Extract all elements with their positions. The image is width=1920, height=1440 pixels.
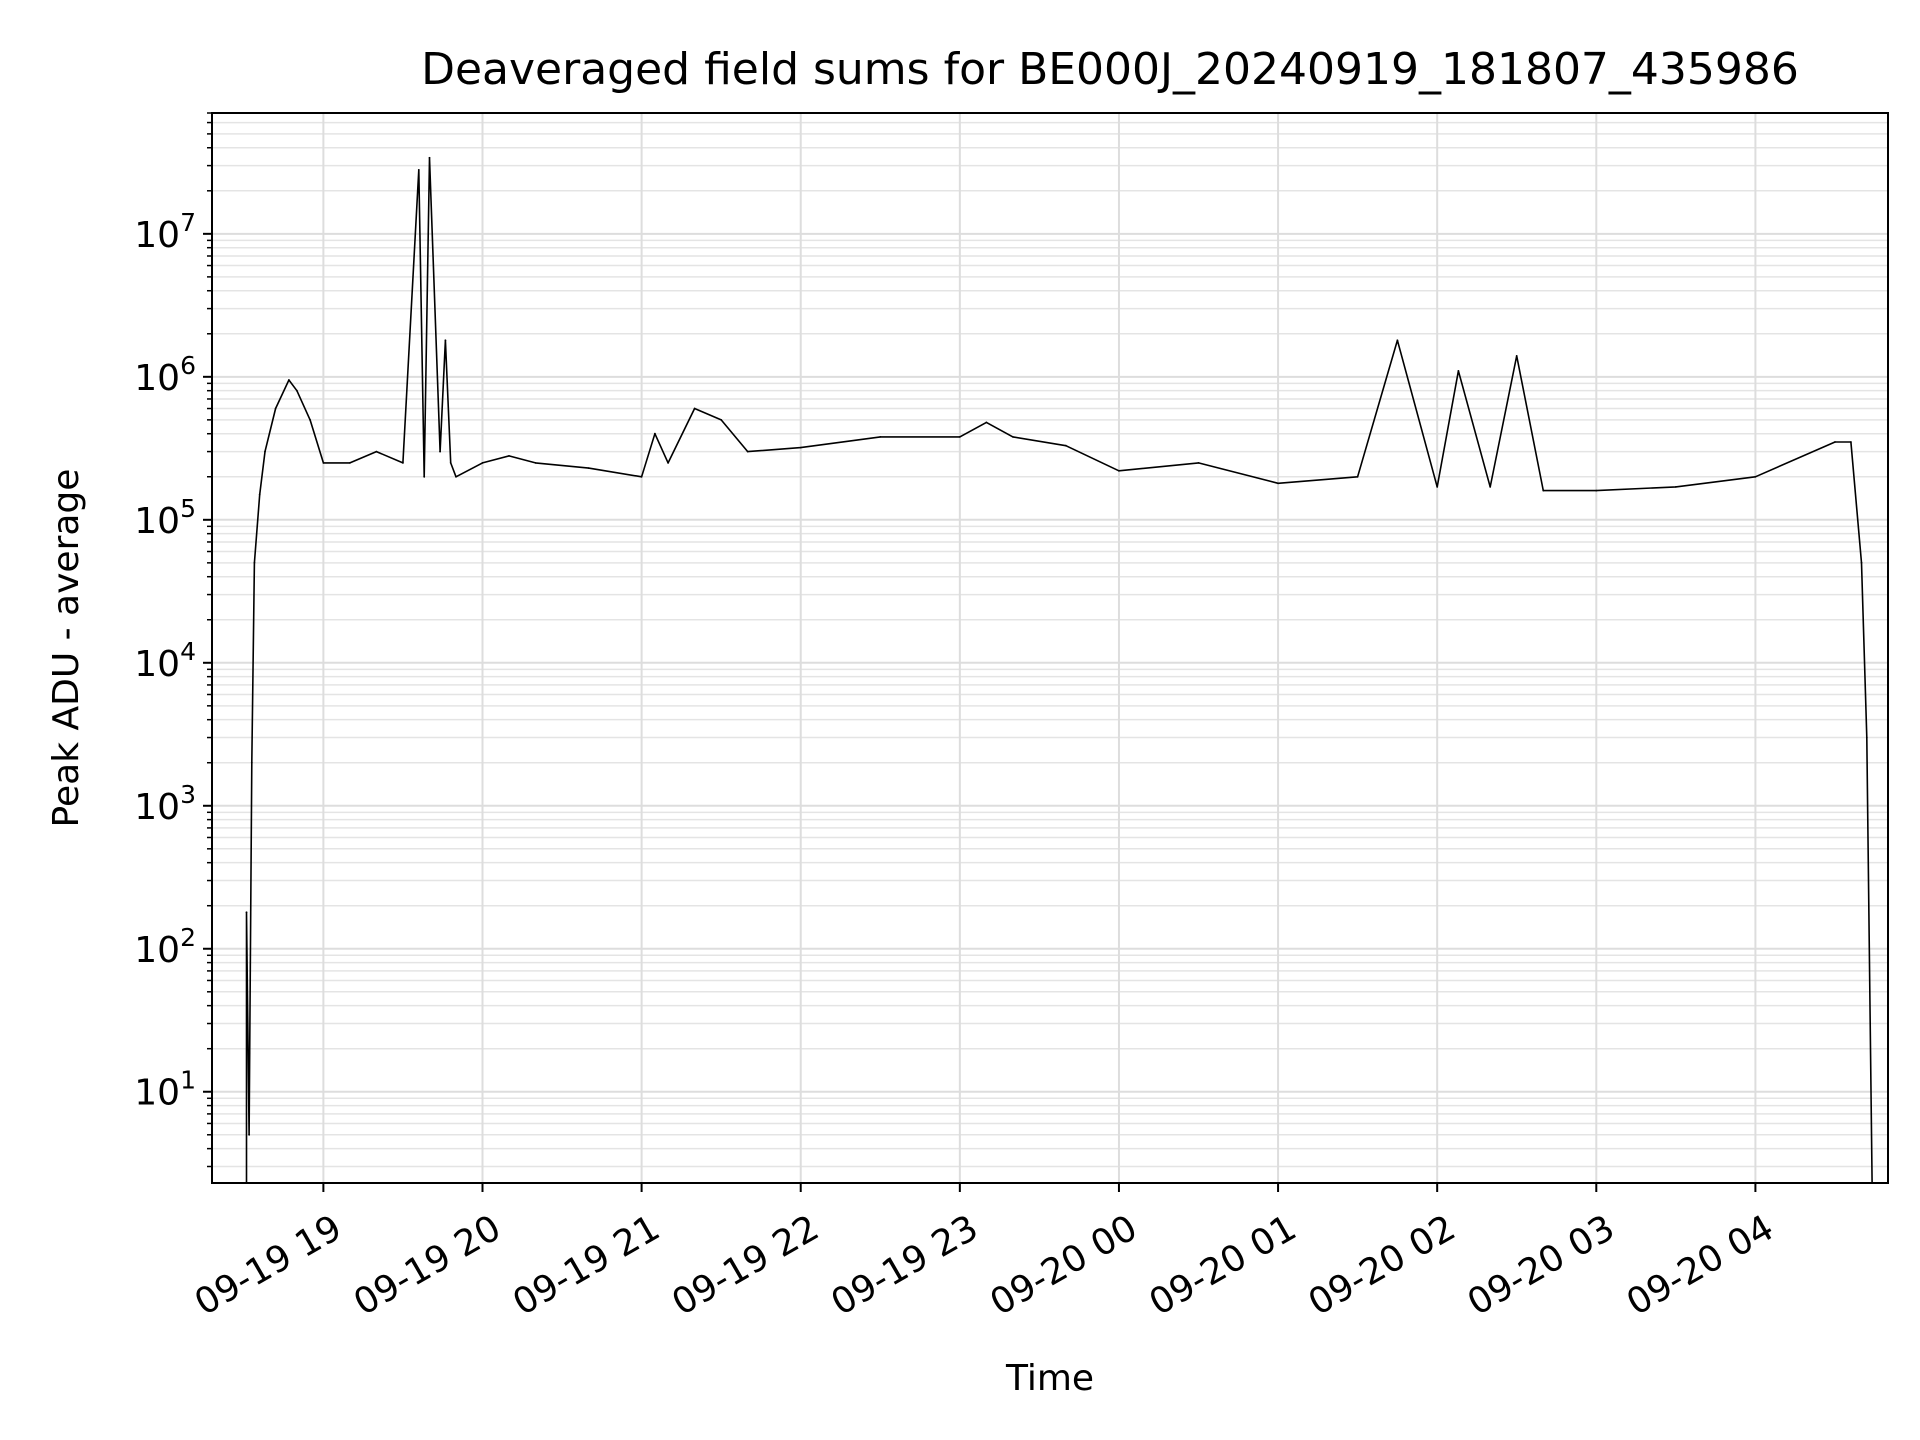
series-point (1754, 475, 1757, 478)
series-point (1436, 486, 1439, 488)
series-point (264, 450, 266, 453)
y-tick-label: 105 (134, 494, 196, 542)
series-point (428, 156, 431, 159)
series-point (309, 419, 311, 421)
series-point (322, 462, 325, 464)
series-point (245, 911, 248, 914)
series-point (444, 339, 447, 342)
series-point (1860, 561, 1863, 564)
y-tick-label: 101 (134, 1066, 196, 1114)
series-point (1515, 355, 1518, 357)
series-point (985, 421, 988, 424)
series-point (1595, 489, 1598, 492)
series-point (375, 450, 378, 453)
series-layer (245, 156, 1873, 1183)
x-axis-label: Time (1005, 1358, 1094, 1399)
series-point (1012, 436, 1014, 438)
series-point (1277, 482, 1279, 485)
series-point (349, 462, 351, 464)
series-point (250, 761, 253, 764)
series-point (1542, 489, 1545, 492)
series-point (1396, 339, 1399, 342)
series-point (1118, 469, 1120, 472)
series-point (449, 462, 452, 464)
series-point (423, 475, 426, 478)
series-point (1457, 370, 1460, 372)
y-axis-label: Peak ADU - average (46, 469, 87, 828)
series-point (1674, 486, 1677, 488)
series-point (720, 419, 723, 421)
series-point (1356, 475, 1359, 478)
series-point (587, 467, 590, 469)
plot-frame (211, 112, 1889, 1184)
series-point (248, 1133, 251, 1136)
series-point (654, 432, 656, 435)
series-point (958, 436, 961, 438)
series-point (1850, 441, 1852, 443)
y-tick-label: 102 (134, 923, 196, 971)
series-point (455, 475, 457, 478)
y-tick-label: 107 (134, 208, 196, 256)
series-point (640, 475, 643, 478)
series-point (258, 493, 261, 496)
series-point (799, 446, 802, 449)
series-point (1489, 486, 1492, 488)
series-point (746, 450, 749, 453)
series-point (667, 462, 669, 464)
series-point (534, 462, 537, 464)
series-point (417, 169, 420, 171)
series-point (1865, 736, 1868, 739)
series-point (879, 436, 882, 438)
series-point (288, 379, 290, 381)
grid (212, 112, 1888, 1183)
series-point (508, 455, 510, 457)
series-point (1834, 441, 1836, 443)
series-point (481, 462, 484, 464)
y-tick-label: 106 (134, 351, 196, 399)
series-point (1197, 462, 1200, 464)
y-tick-label: 103 (134, 780, 196, 828)
series-point (439, 450, 441, 453)
series-point (402, 462, 404, 464)
series-point (253, 561, 256, 564)
series-point (274, 407, 277, 410)
series-point (296, 389, 298, 392)
y-tick-label: 104 (134, 637, 196, 685)
series-point (1065, 444, 1067, 447)
chart-title: Deaveraged field sums for BE000J_2024091… (421, 44, 1799, 95)
series-point (693, 407, 696, 410)
series-line-0 (245, 157, 1873, 1183)
